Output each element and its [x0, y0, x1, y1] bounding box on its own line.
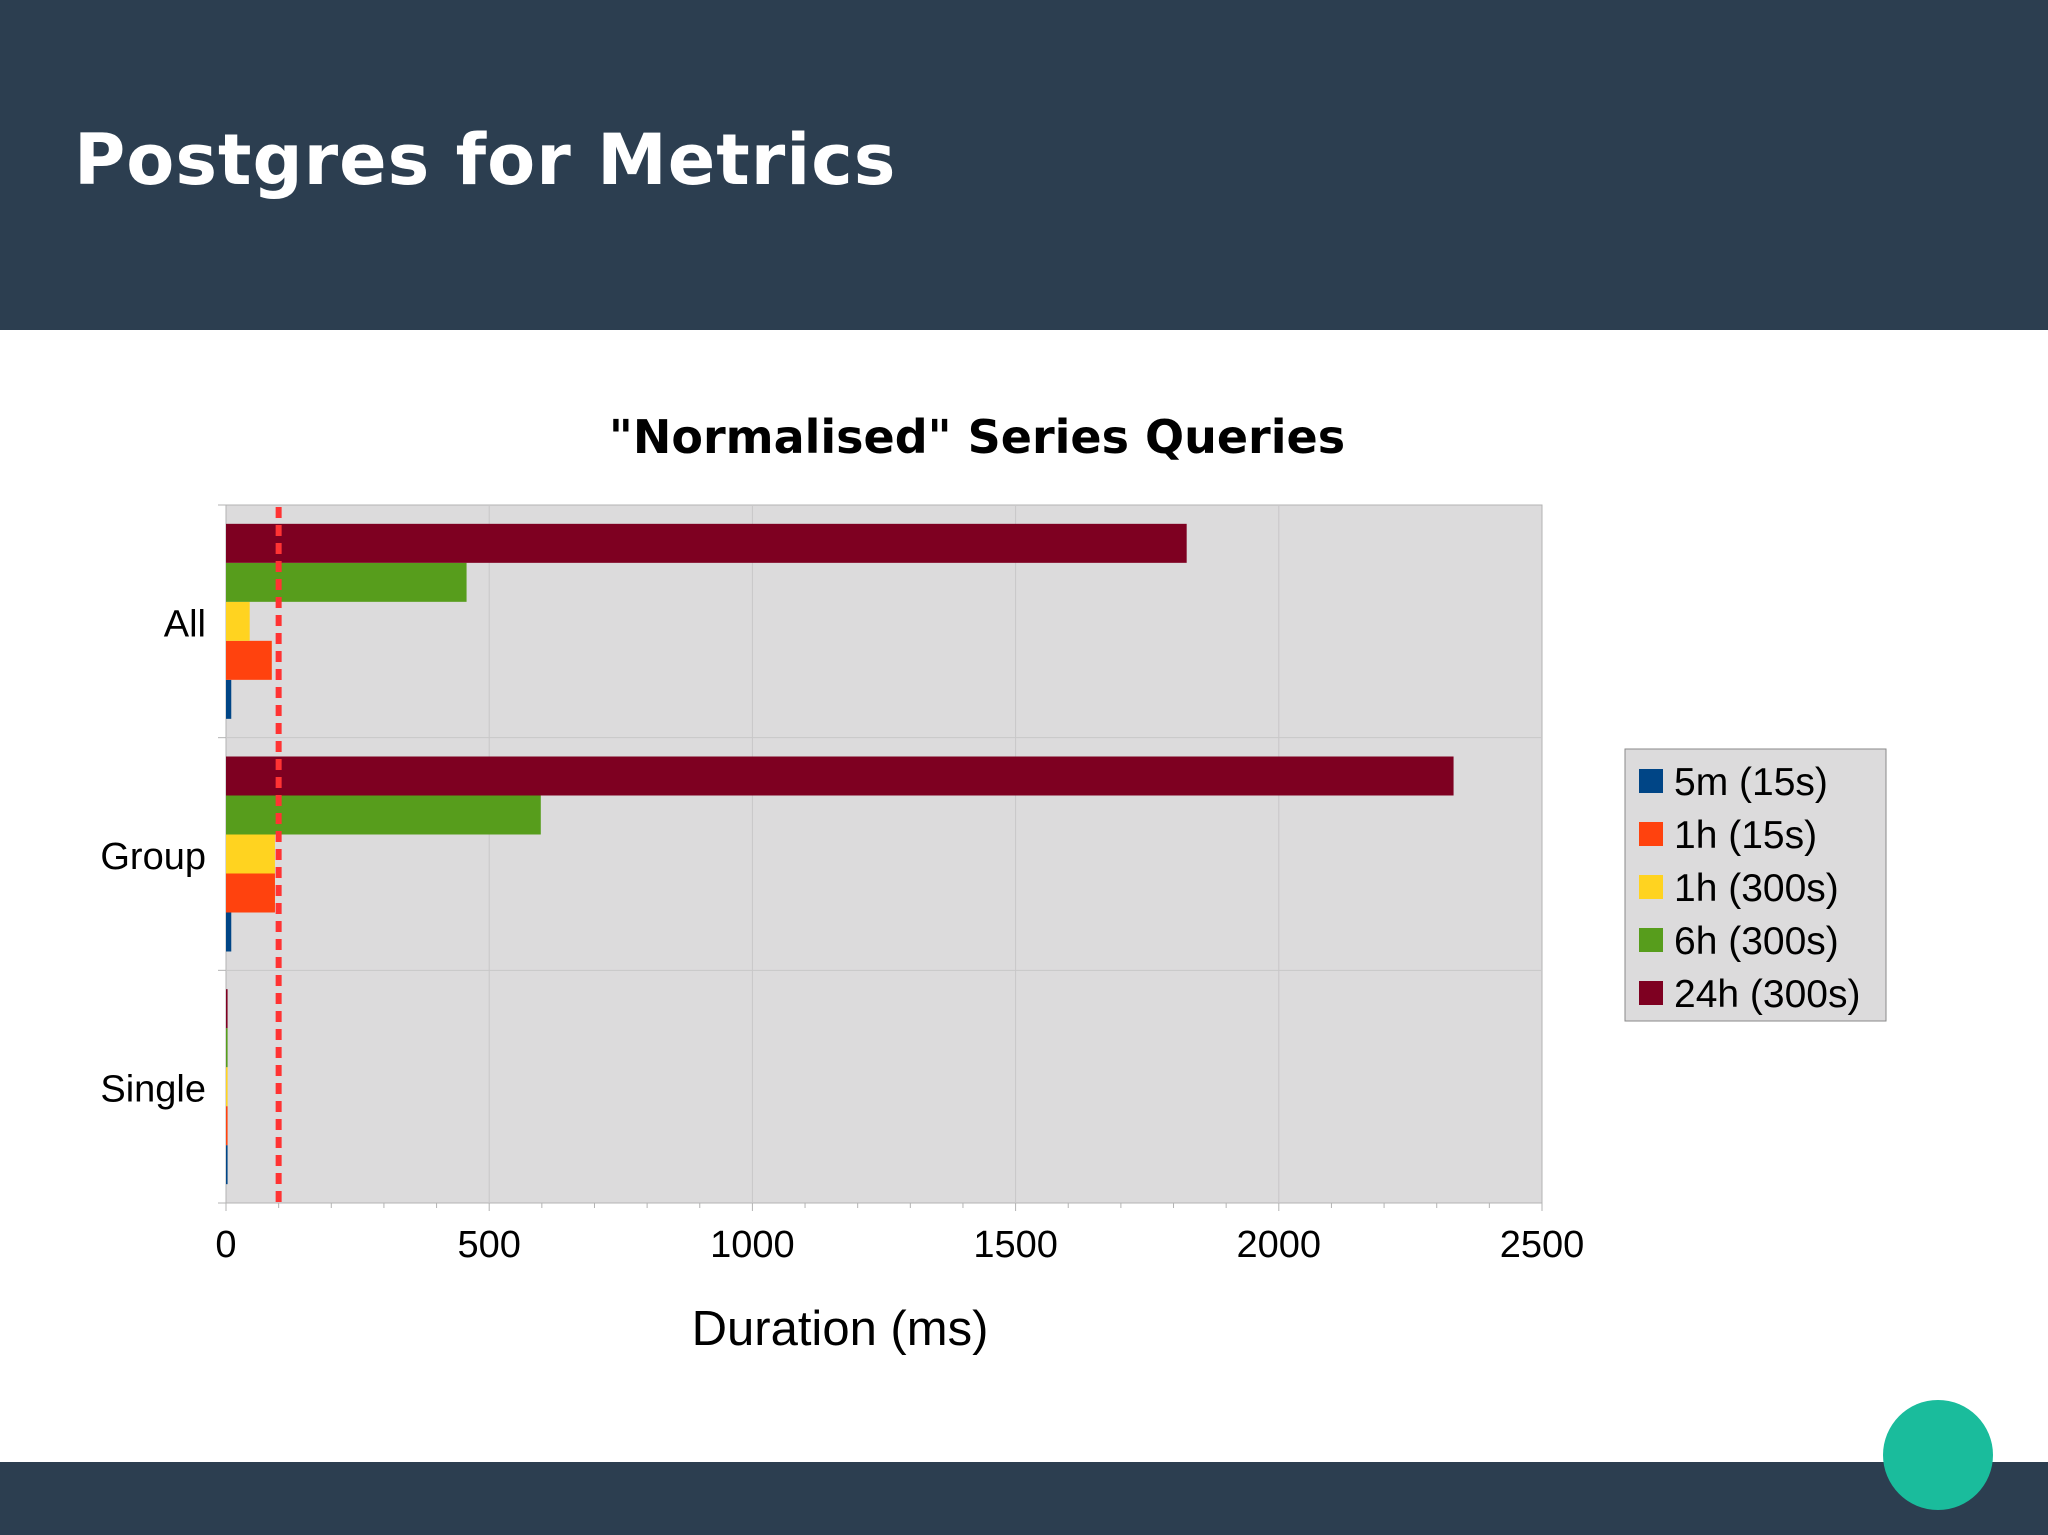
- bar-chart: "Normalised" Series Queries All Group Sing…: [100, 410, 1887, 1356]
- legend-swatch: [1639, 822, 1663, 846]
- bar-all-4: [226, 562, 467, 602]
- legend: 5m (15s) 1h (15s) 1h (300s) 6h (300s) 24h (3…: [1624, 748, 1887, 1022]
- slide-title: Postgres for Metrics: [74, 119, 897, 201]
- slide-badge: [1883, 1400, 1993, 1510]
- x-axis-label: Duration (ms): [692, 1302, 989, 1356]
- slide-header: Postgres for Metrics: [0, 0, 2048, 330]
- legend-entry: 6h (300s): [1674, 920, 1839, 963]
- x-tick-label: 2000: [1237, 1224, 1322, 1266]
- bar-group-3: [226, 834, 275, 874]
- bar-single-2: [226, 1106, 228, 1146]
- x-tick-label: 1500: [973, 1224, 1058, 1266]
- bar-group-5: [226, 756, 1454, 796]
- bar-all-5: [226, 523, 1187, 563]
- chart-title: "Normalised" Series Queries: [609, 410, 1345, 464]
- bar-single-3: [226, 1067, 228, 1107]
- bar-all-3: [226, 601, 250, 641]
- legend-entry: 24h (300s): [1674, 973, 1860, 1016]
- x-tick-label: 1000: [710, 1224, 795, 1266]
- x-tick-label: 500: [457, 1224, 520, 1266]
- bar-group-4: [226, 795, 541, 835]
- legend-entry: 1h (300s): [1674, 867, 1839, 910]
- legend-entry: 5m (15s): [1674, 761, 1828, 804]
- legend-box: [1624, 748, 1887, 1022]
- legend-entry: 1h (15s): [1674, 814, 1817, 857]
- bar-all-1: [226, 679, 232, 719]
- plot-area: [225, 504, 1543, 1204]
- y-tick-label: Single: [100, 1069, 206, 1111]
- bar-group-2: [226, 873, 275, 913]
- legend-swatch: [1639, 875, 1663, 899]
- y-tick-label: Group: [100, 836, 206, 878]
- legend-swatch: [1639, 928, 1663, 952]
- legend-swatch: [1639, 981, 1663, 1005]
- bar-group-1: [226, 912, 232, 952]
- x-tick-label: 0: [215, 1224, 236, 1266]
- bar-single-1: [226, 1145, 228, 1185]
- slide-footer: [0, 1462, 2048, 1535]
- legend-swatch: [1639, 769, 1663, 793]
- y-tick-label: All: [164, 603, 206, 645]
- bar-all-2: [226, 640, 272, 680]
- x-tick-label: 2500: [1500, 1224, 1585, 1266]
- bar-single-4: [226, 1028, 228, 1068]
- bar-single-5: [226, 989, 228, 1029]
